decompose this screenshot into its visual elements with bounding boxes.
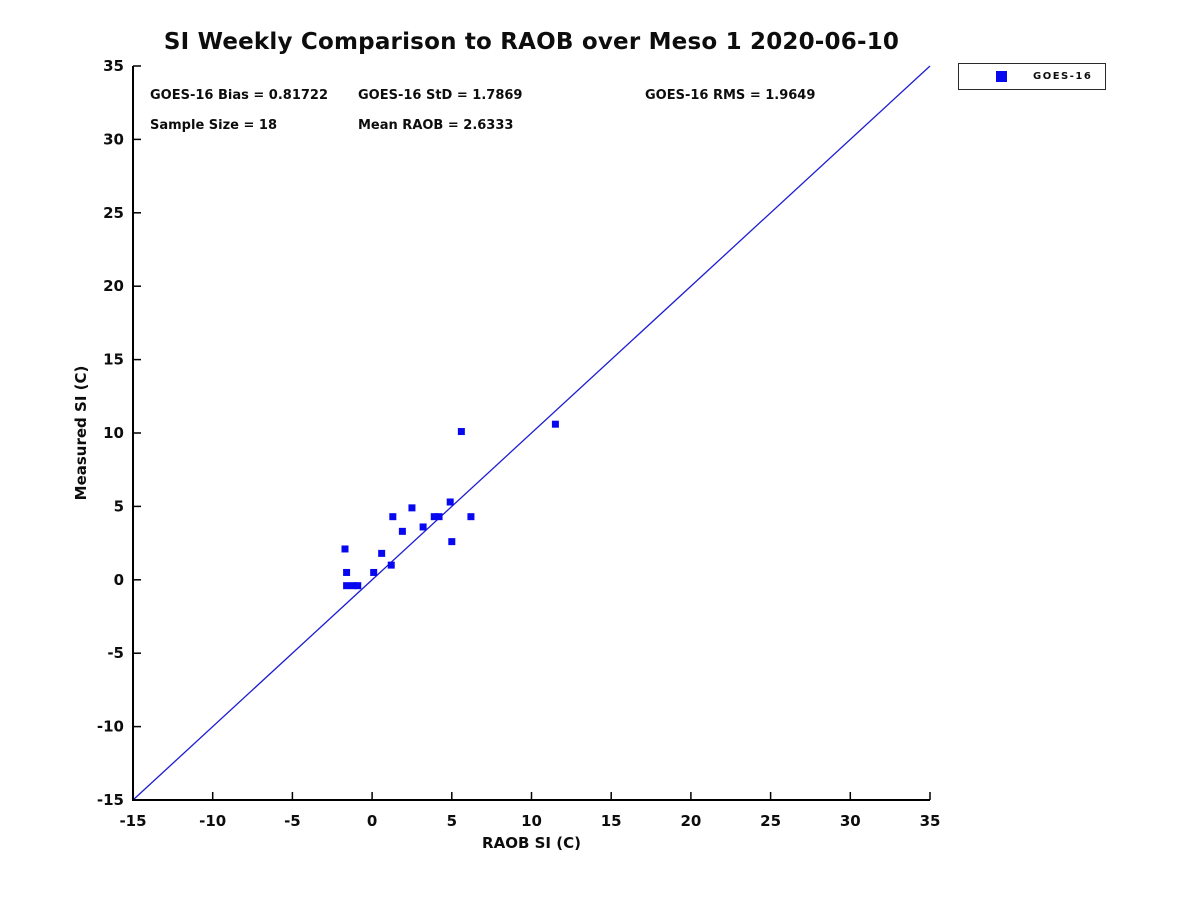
x-tick-label: 15	[601, 812, 622, 830]
scatter-point	[457, 428, 465, 436]
y-tick-label: 15	[103, 351, 124, 369]
legend-marker-square-icon	[996, 71, 1007, 82]
y-tick-label: 30	[103, 130, 124, 148]
y-axis-label: Measured SI (C)	[72, 365, 90, 501]
scatter-point	[430, 513, 438, 521]
legend-box: GOES-16	[958, 63, 1106, 90]
scatter-point	[387, 561, 395, 569]
chart-title: SI Weekly Comparison to RAOB over Meso 1…	[163, 29, 900, 55]
identity-line	[132, 65, 931, 801]
y-tick-label: 0	[114, 571, 124, 589]
y-tick-label: 10	[103, 424, 124, 442]
scatter-point	[341, 545, 349, 553]
scatter-point	[551, 420, 559, 428]
scatter-point	[343, 568, 351, 576]
scatter-point	[408, 504, 416, 512]
stat-std-text: GOES-16 StD = 1.7869	[358, 88, 523, 103]
x-tick-label: -10	[199, 812, 226, 830]
scatter-point	[419, 523, 427, 531]
x-tick-label: 25	[760, 812, 781, 830]
stat-rms-text: GOES-16 RMS = 1.9649	[645, 88, 816, 103]
stat-mean-raob-text: Mean RAOB = 2.6333	[358, 118, 514, 133]
x-axis-label: RAOB SI (C)	[482, 834, 581, 852]
scatter-point	[467, 513, 475, 521]
scatter-point	[446, 498, 454, 506]
scatter-point	[398, 527, 406, 535]
x-tick-label: 0	[367, 812, 377, 830]
scatter-point	[448, 538, 456, 546]
x-tick-label: 5	[447, 812, 457, 830]
scatter-point	[354, 582, 362, 590]
scatter-point	[378, 549, 386, 557]
stat-sample-size-text: Sample Size = 18	[150, 118, 278, 133]
y-tick-label: 5	[114, 497, 124, 515]
scatter-point	[389, 513, 397, 521]
y-tick-label: -15	[97, 791, 124, 809]
y-tick-label: -5	[107, 644, 124, 662]
x-tick-label: 35	[920, 812, 941, 830]
x-tick-label: -5	[284, 812, 301, 830]
y-tick-label: 20	[103, 277, 124, 295]
x-tick-label: 10	[521, 812, 542, 830]
stat-bias-text: GOES-16 Bias = 0.81722	[150, 88, 329, 103]
legend-item-label: GOES-16	[1033, 71, 1093, 82]
scatter-point	[435, 513, 443, 521]
scatter-point	[370, 568, 378, 576]
x-tick-label: -15	[119, 812, 146, 830]
y-tick-label: 25	[103, 204, 124, 222]
x-tick-label: 30	[840, 812, 861, 830]
scatter-point	[343, 582, 351, 590]
x-tick-label: 20	[680, 812, 701, 830]
y-tick-label: 35	[103, 57, 124, 75]
scatter-point	[349, 582, 357, 590]
y-tick-label: -10	[97, 718, 124, 736]
